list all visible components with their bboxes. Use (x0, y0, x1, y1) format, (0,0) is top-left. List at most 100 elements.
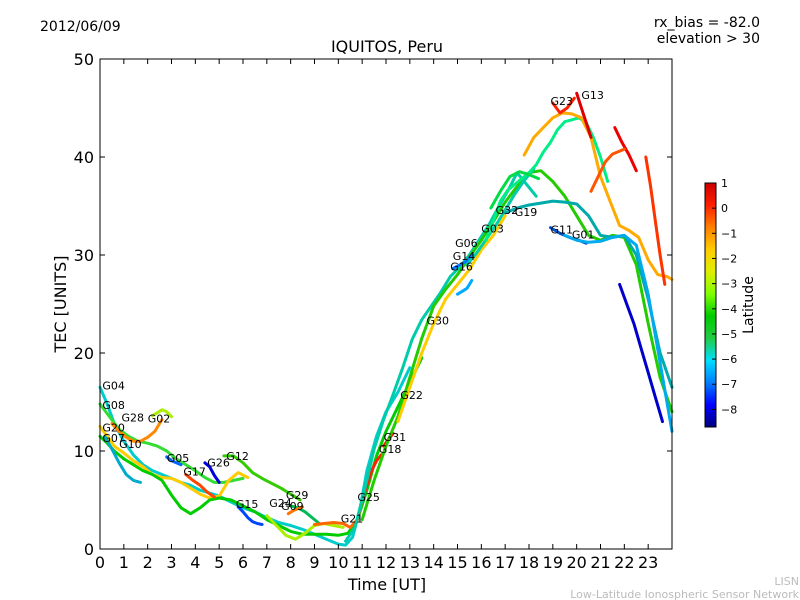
x-tick-label: 7 (262, 553, 272, 572)
satellite-label-g23: G23 (551, 95, 574, 108)
series-line-g32 (489, 170, 540, 210)
satellite-label-g11: G11 (551, 223, 574, 236)
satellite-label-g25: G25 (357, 491, 380, 504)
x-tick-label: 9 (309, 553, 319, 572)
series-line-g02 (150, 408, 173, 419)
colorbar-tick-label: −7 (721, 378, 737, 391)
series-line-g36 (589, 147, 626, 193)
satellite-label-g13: G13 (581, 89, 604, 102)
x-tick-label: 12 (376, 553, 396, 572)
series-line-g13 (575, 91, 593, 139)
series-line-g28 (110, 418, 164, 443)
satellite-label-g01: G01 (572, 228, 595, 241)
colorbar-tick-label: −1 (721, 227, 737, 240)
x-tick-label: 1 (119, 553, 129, 572)
x-tick-label: 10 (328, 553, 348, 572)
y-tick-label: 20 (74, 344, 94, 363)
satellite-label-g31: G31 (384, 431, 407, 444)
colorbar-tick-label: −5 (721, 328, 737, 341)
colorbar (704, 182, 717, 428)
colorbar-tick-label: 0 (721, 202, 728, 215)
satellite-label-g16: G16 (450, 261, 473, 274)
x-tick-label: 5 (214, 553, 224, 572)
x-axis-label: Time [UT] (347, 575, 426, 594)
x-tick-label: 16 (471, 553, 491, 572)
series-lines (98, 91, 674, 547)
y-tick-label: 30 (74, 246, 94, 265)
y-axis-label: TEC [UNITS] (51, 256, 70, 354)
satellite-label-g14: G14 (453, 250, 476, 263)
x-tick-label: 18 (519, 553, 539, 572)
x-tick-label: 21 (590, 553, 610, 572)
series-line-g06 (465, 167, 536, 267)
x-tick-label: 20 (566, 553, 586, 572)
axes: 0 1 2 3 4 5 6 7 8 9 10 11 12 13 14 15 16 17 18 19 20 21 22 2301… (74, 50, 672, 572)
satellite-label-g02: G02 (148, 413, 171, 426)
satellite-label-g28: G28 (122, 412, 145, 425)
x-tick-label: 22 (614, 553, 634, 572)
x-tick-label: 23 (638, 553, 658, 572)
satellite-label-g24: G24 (269, 497, 292, 510)
footer-lisn: LISN (774, 575, 799, 588)
satellite-label-g20: G20 (102, 421, 125, 434)
x-tick-label: 19 (543, 553, 563, 572)
satellite-label-g19: G19 (515, 206, 538, 219)
colorbar-tick-label: −2 (721, 252, 737, 265)
x-tick-label: 17 (495, 553, 515, 572)
colorbar-tick-label: −8 (721, 403, 737, 416)
satellite-label-g15: G15 (236, 498, 259, 511)
series-line-g14 (456, 279, 474, 296)
satellite-label-g17: G17 (183, 466, 206, 479)
x-tick-label: 6 (238, 553, 248, 572)
colorbar-tick-label: −3 (721, 278, 737, 291)
y-tick-label: 50 (74, 50, 94, 69)
colorbar-tick-label: 1 (721, 177, 728, 190)
x-tick-label: 8 (286, 553, 296, 572)
chart-title: IQUITOS, Peru (331, 37, 443, 56)
series-line-g05 (165, 455, 183, 467)
x-tick-label: 14 (423, 553, 443, 572)
x-tick-label: 4 (190, 553, 200, 572)
x-tick-label: 11 (352, 553, 372, 572)
series-line-g19 (503, 199, 674, 389)
rx-bias-label: rx_bias = -82.0 (654, 15, 760, 31)
series-line-g35 (618, 282, 664, 424)
series-line-g16 (451, 253, 474, 271)
colorbar-tick-label: −6 (721, 353, 737, 366)
colorbar-ticks: 1 0 −1 −2 −3 −4 −5 −6 −7 −8 (712, 177, 737, 416)
satellite-label-g05: G05 (167, 452, 190, 465)
satellite-label-g08: G08 (102, 399, 125, 412)
footer-network: Low-Latitude Ionospheric Sensor Network (570, 588, 799, 600)
series-line-g20 (98, 425, 250, 500)
satellite-label-g03: G03 (481, 223, 504, 236)
satellite-label-g21: G21 (341, 513, 364, 526)
satellite-label-g07: G07 (102, 432, 125, 445)
satellite-label-g09: G09 (281, 500, 304, 513)
y-tick-label: 40 (74, 148, 94, 167)
series-line-g26 (203, 461, 221, 484)
colorbar-label: Latitude (741, 276, 757, 334)
series-line-g29 (289, 504, 321, 525)
elevation-label: elevation > 30 (657, 31, 760, 47)
y-tick-label: 10 (74, 442, 94, 461)
satellite-label-g18: G18 (379, 443, 402, 456)
series-line-g33 (551, 96, 576, 115)
satellite-label-g22: G22 (400, 389, 423, 402)
x-tick-label: 15 (447, 553, 467, 572)
x-tick-label: 13 (400, 553, 420, 572)
satellite-label-g32: G32 (496, 204, 519, 217)
series-line-g12 (222, 454, 302, 502)
x-tick-label: 3 (166, 553, 176, 572)
series-line-g01 (563, 233, 674, 433)
series-line-g24 (265, 514, 345, 541)
series-line-g31 (344, 171, 538, 543)
colorbar-tick-label: −4 (721, 303, 737, 316)
y-tick-label: 0 (84, 540, 94, 559)
series-line-g10 (103, 434, 142, 484)
series-line-g17 (184, 473, 216, 499)
satellite-label-g30: G30 (427, 315, 450, 328)
satellite-label-g26: G26 (207, 457, 230, 470)
satellite-label-g10: G10 (119, 438, 142, 451)
